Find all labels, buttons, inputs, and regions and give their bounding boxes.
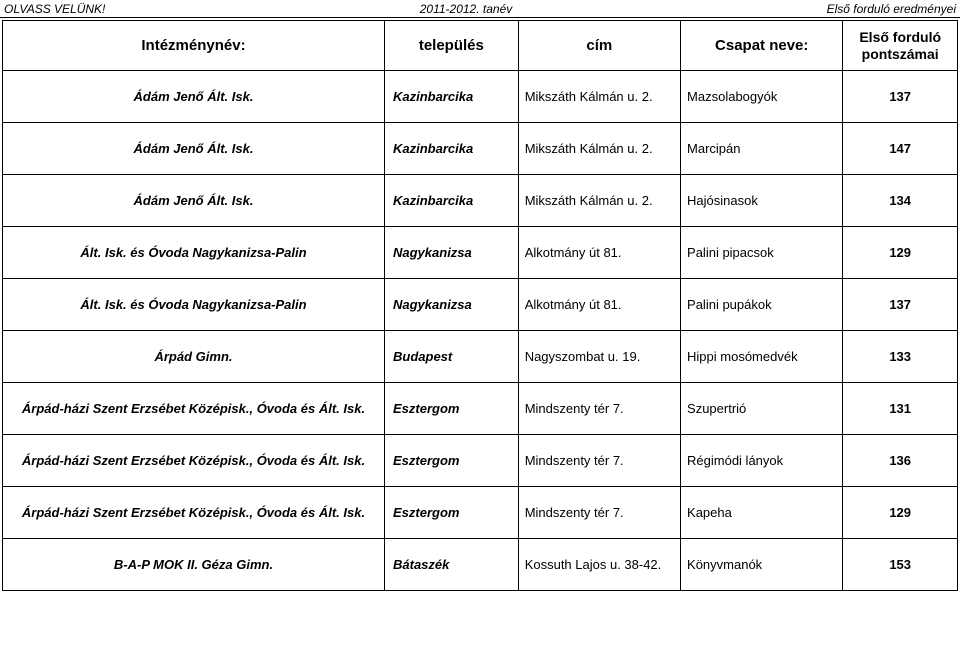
cell-team: Szupertrió: [681, 383, 843, 435]
cell-name: Ádám Jenő Ált. Isk.: [3, 123, 385, 175]
table-row: Árpád Gimn. Budapest Nagyszombat u. 19. …: [3, 331, 958, 383]
cell-name: Árpád-házi Szent Erzsébet Középisk., Óvo…: [3, 487, 385, 539]
cell-town: Bátaszék: [385, 539, 519, 591]
table-body: Ádám Jenő Ált. Isk. Kazinbarcika Mikszát…: [3, 71, 958, 591]
cell-town: Nagykanizsa: [385, 279, 519, 331]
cell-pts: 129: [843, 487, 958, 539]
cell-town: Nagykanizsa: [385, 227, 519, 279]
cell-addr: Mikszáth Kálmán u. 2.: [518, 123, 680, 175]
cell-pts: 147: [843, 123, 958, 175]
cell-addr: Kossuth Lajos u. 38-42.: [518, 539, 680, 591]
topbar-center: 2011-2012. tanév: [420, 2, 513, 16]
cell-team: Mazsolabogyók: [681, 71, 843, 123]
table-header-row: Intézménynév: település cím Csapat neve:…: [3, 21, 958, 71]
cell-town: Kazinbarcika: [385, 123, 519, 175]
header-points-line1: Első forduló: [859, 29, 941, 45]
header-points: Első forduló pontszámai: [843, 21, 958, 71]
topbar-left: OLVASS VELÜNK!: [4, 2, 105, 16]
table-row: Ált. Isk. és Óvoda Nagykanizsa-Palin Nag…: [3, 227, 958, 279]
cell-pts: 129: [843, 227, 958, 279]
header-name: Intézménynév:: [3, 21, 385, 71]
cell-name: Ált. Isk. és Óvoda Nagykanizsa-Palin: [3, 279, 385, 331]
cell-name: Árpád Gimn.: [3, 331, 385, 383]
cell-addr: Mindszenty tér 7.: [518, 487, 680, 539]
cell-addr: Mikszáth Kálmán u. 2.: [518, 71, 680, 123]
table-row: Ált. Isk. és Óvoda Nagykanizsa-Palin Nag…: [3, 279, 958, 331]
cell-addr: Nagyszombat u. 19.: [518, 331, 680, 383]
cell-team: Palini pipacsok: [681, 227, 843, 279]
cell-addr: Alkotmány út 81.: [518, 279, 680, 331]
cell-name: Ádám Jenő Ált. Isk.: [3, 175, 385, 227]
content: Intézménynév: település cím Csapat neve:…: [2, 20, 958, 668]
cell-pts: 134: [843, 175, 958, 227]
cell-team: Könyvmanók: [681, 539, 843, 591]
header-points-line2: pontszámai: [862, 46, 939, 62]
cell-team: Hippi mosómedvék: [681, 331, 843, 383]
header-town: település: [385, 21, 519, 71]
table-row: Ádám Jenő Ált. Isk. Kazinbarcika Mikszát…: [3, 71, 958, 123]
cell-team: Palini pupákok: [681, 279, 843, 331]
cell-pts: 153: [843, 539, 958, 591]
cell-addr: Mindszenty tér 7.: [518, 435, 680, 487]
cell-team: Régimódi lányok: [681, 435, 843, 487]
cell-team: Hajósinasok: [681, 175, 843, 227]
cell-town: Esztergom: [385, 383, 519, 435]
header-addr: cím: [518, 21, 680, 71]
cell-name: Ádám Jenő Ált. Isk.: [3, 71, 385, 123]
table-row: Árpád-házi Szent Erzsébet Középisk., Óvo…: [3, 487, 958, 539]
cell-town: Budapest: [385, 331, 519, 383]
cell-pts: 137: [843, 279, 958, 331]
cell-pts: 131: [843, 383, 958, 435]
cell-name: Ált. Isk. és Óvoda Nagykanizsa-Palin: [3, 227, 385, 279]
table-row: Árpád-házi Szent Erzsébet Középisk., Óvo…: [3, 435, 958, 487]
cell-name: B-A-P MOK II. Géza Gimn.: [3, 539, 385, 591]
table-row: Ádám Jenő Ált. Isk. Kazinbarcika Mikszát…: [3, 175, 958, 227]
cell-pts: 137: [843, 71, 958, 123]
table-row: B-A-P MOK II. Géza Gimn. Bátaszék Kossut…: [3, 539, 958, 591]
cell-addr: Mindszenty tér 7.: [518, 383, 680, 435]
cell-pts: 133: [843, 331, 958, 383]
cell-name: Árpád-házi Szent Erzsébet Középisk., Óvo…: [3, 435, 385, 487]
page: OLVASS VELÜNK! 2011-2012. tanév Első for…: [0, 0, 960, 670]
cell-town: Kazinbarcika: [385, 71, 519, 123]
cell-addr: Alkotmány út 81.: [518, 227, 680, 279]
cell-team: Marcipán: [681, 123, 843, 175]
table-row: Árpád-házi Szent Erzsébet Középisk., Óvo…: [3, 383, 958, 435]
table-row: Ádám Jenő Ált. Isk. Kazinbarcika Mikszát…: [3, 123, 958, 175]
results-table: Intézménynév: település cím Csapat neve:…: [2, 20, 958, 591]
cell-town: Esztergom: [385, 487, 519, 539]
topbar-right: Első forduló eredményei: [827, 2, 956, 16]
topbar: OLVASS VELÜNK! 2011-2012. tanév Első for…: [0, 0, 960, 18]
cell-town: Kazinbarcika: [385, 175, 519, 227]
cell-name: Árpád-házi Szent Erzsébet Középisk., Óvo…: [3, 383, 385, 435]
header-team: Csapat neve:: [681, 21, 843, 71]
cell-town: Esztergom: [385, 435, 519, 487]
cell-pts: 136: [843, 435, 958, 487]
cell-addr: Mikszáth Kálmán u. 2.: [518, 175, 680, 227]
cell-team: Kapeha: [681, 487, 843, 539]
